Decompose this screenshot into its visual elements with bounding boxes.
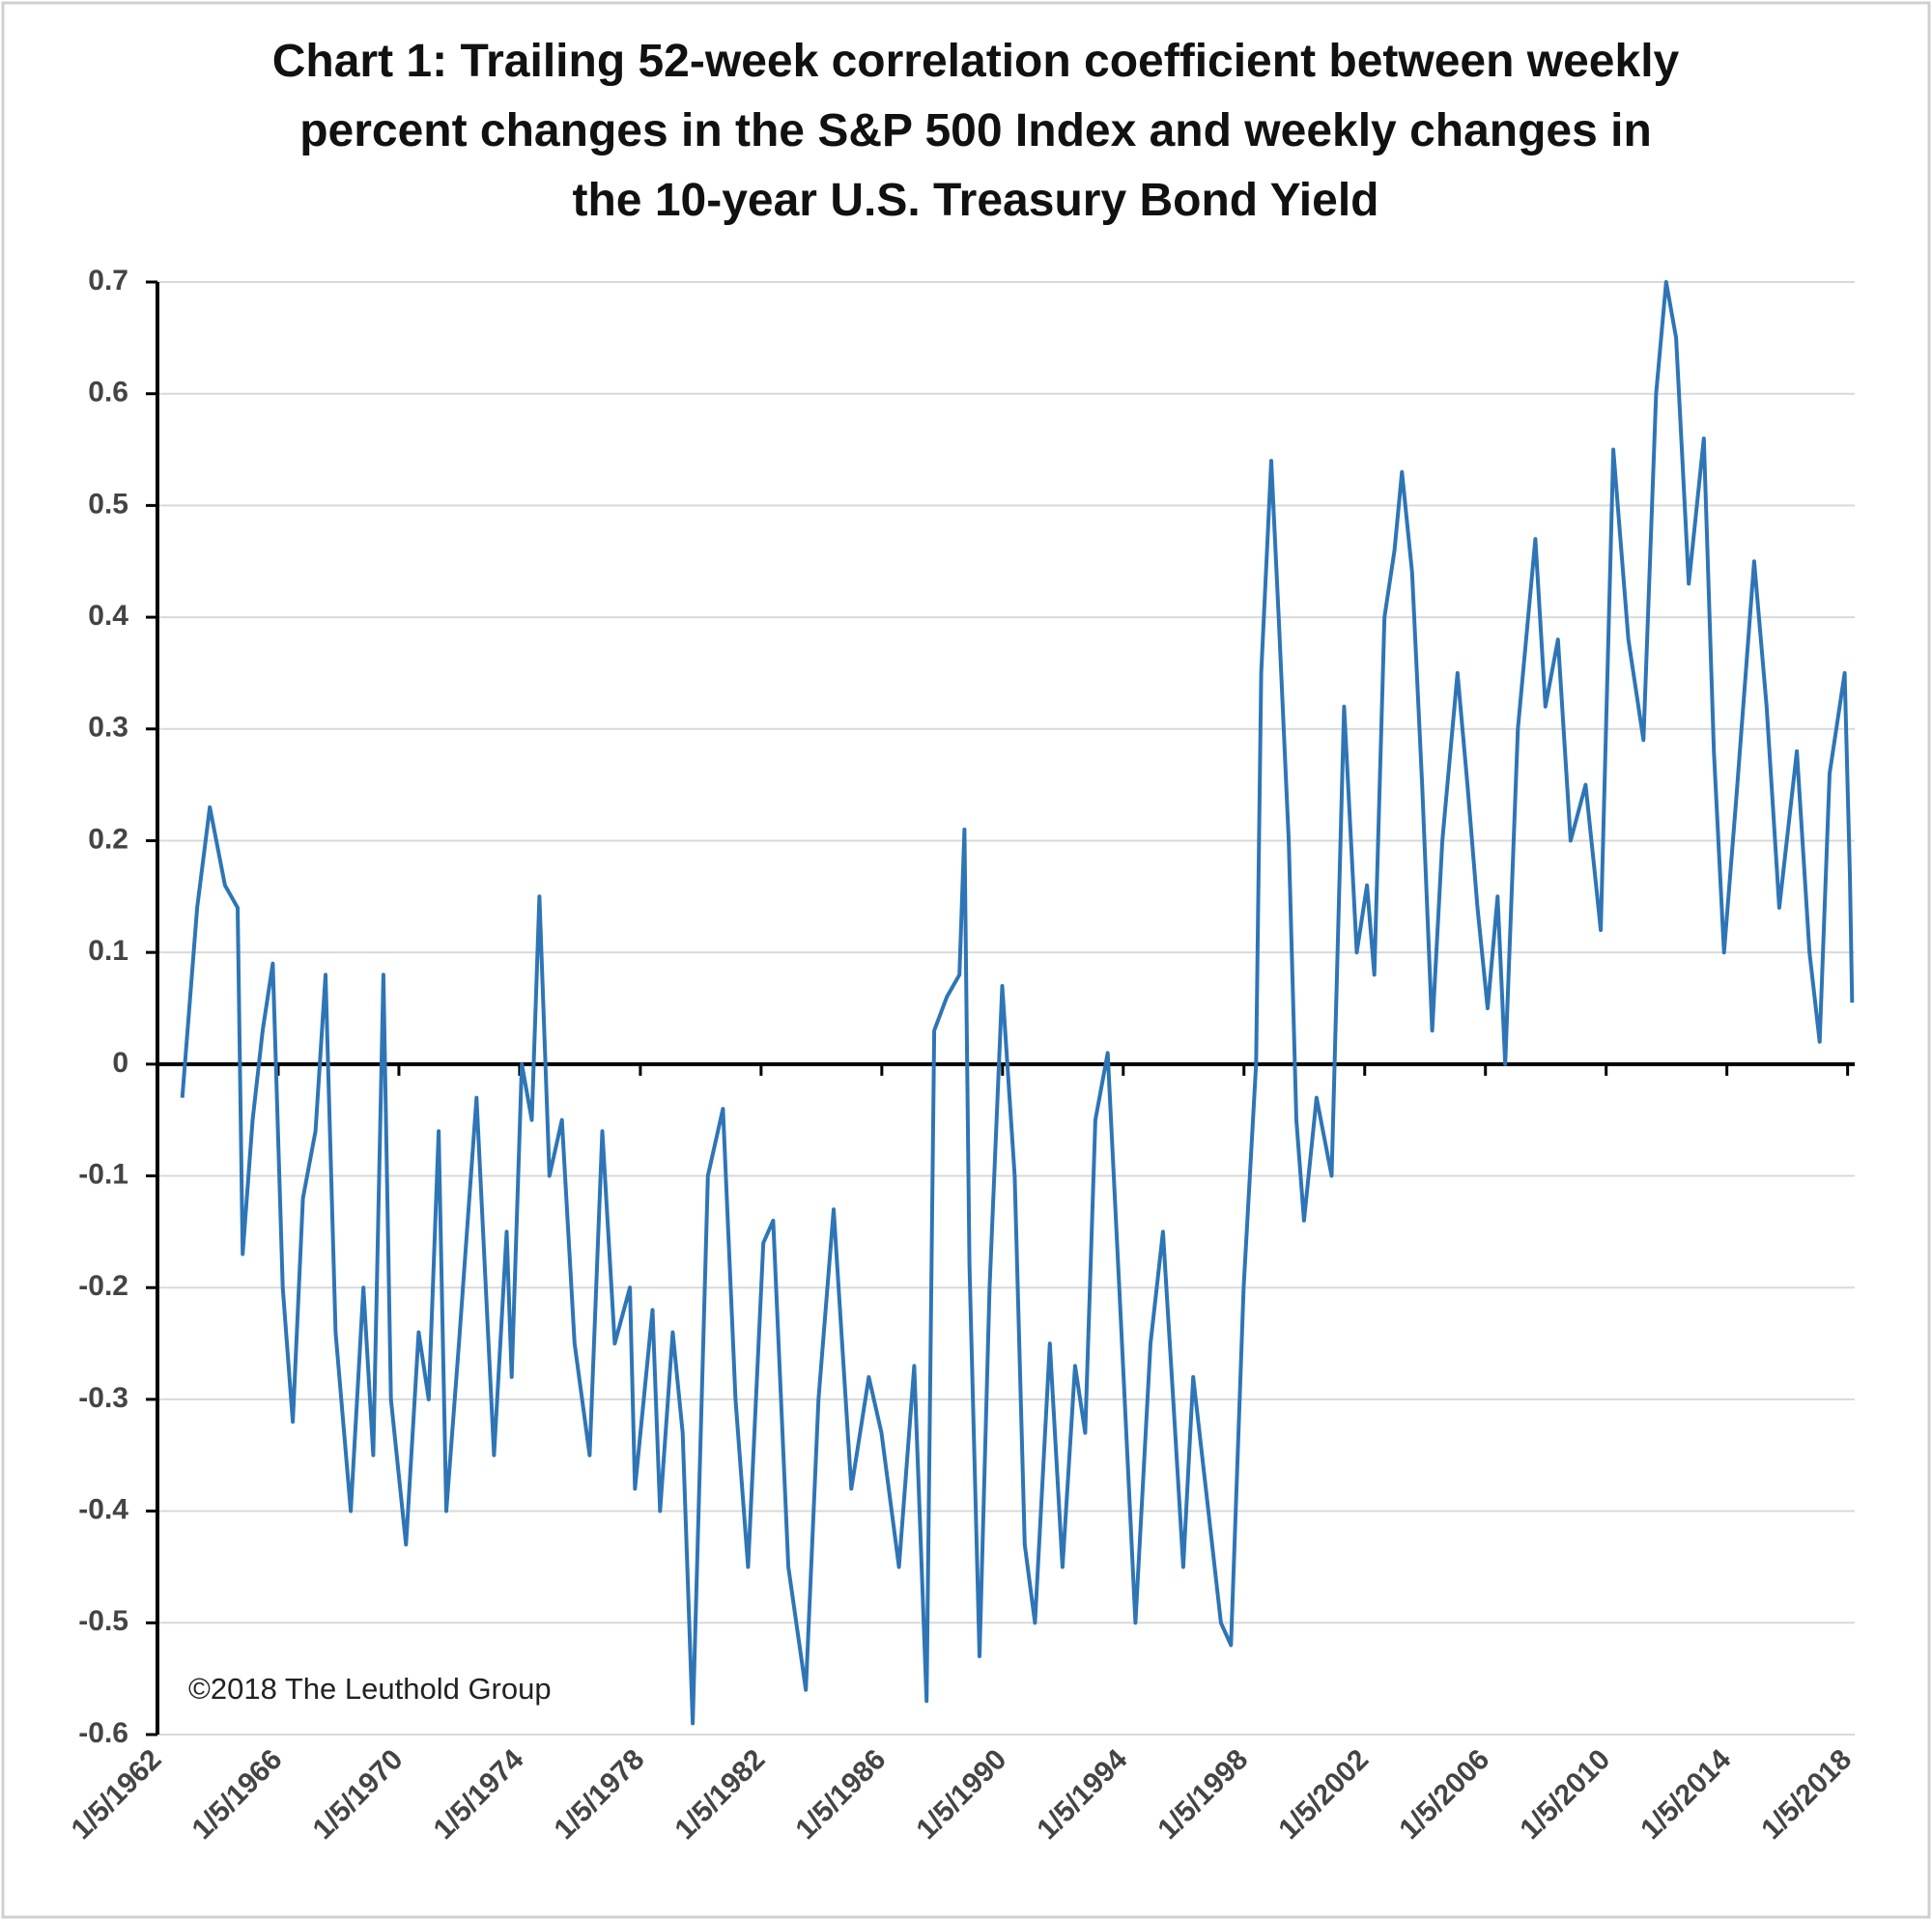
y-tick-label: 0.7 [88, 265, 128, 296]
x-tick-label: 1/5/2014 [1634, 1743, 1737, 1846]
x-tick-label: 1/5/1978 [549, 1743, 651, 1846]
x-tick-label: 1/5/1974 [428, 1743, 530, 1846]
annotation: ©2018 The Leuthold Group [188, 1672, 552, 1706]
x-tick-label: 1/5/2010 [1514, 1743, 1616, 1846]
y-tick-label: 0.5 [88, 488, 128, 520]
y-tick-label: -0.2 [78, 1270, 128, 1302]
x-tick-label: 1/5/1986 [789, 1743, 892, 1846]
y-tick-label: 0.2 [88, 823, 128, 855]
y-tick-label: 0.1 [88, 935, 128, 967]
x-tick-label: 1/5/1966 [186, 1743, 289, 1846]
y-tick-label: -0.1 [78, 1158, 128, 1190]
x-tick-label: 1/5/1998 [1151, 1743, 1254, 1846]
chart-title: Chart 1: Trailing 52-week correlation co… [271, 36, 1680, 226]
x-tick-label: 1/5/2006 [1393, 1743, 1495, 1846]
y-tick-label: 0.4 [88, 600, 128, 632]
x-tick-label: 1/5/2002 [1272, 1743, 1375, 1846]
x-tick-label: 1/5/1970 [307, 1743, 410, 1846]
y-tick-label: 0.6 [88, 377, 128, 409]
x-tick-label: 1/5/1994 [1031, 1743, 1133, 1846]
y-tick-label: -0.3 [78, 1382, 128, 1414]
x-tick-label: 1/5/1962 [66, 1743, 168, 1846]
x-tick-label: 1/5/1982 [669, 1743, 772, 1846]
x-tick-label: 1/5/1990 [910, 1743, 1012, 1846]
y-tick-label: -0.6 [78, 1717, 128, 1749]
x-tick-label: 1/5/2018 [1755, 1743, 1858, 1846]
data-line [180, 280, 1855, 1726]
y-tick-label: -0.4 [78, 1494, 128, 1526]
y-tick-label: -0.5 [78, 1605, 128, 1637]
y-tick-label: 0.3 [88, 712, 128, 744]
y-tick-label: 0 [112, 1047, 128, 1079]
